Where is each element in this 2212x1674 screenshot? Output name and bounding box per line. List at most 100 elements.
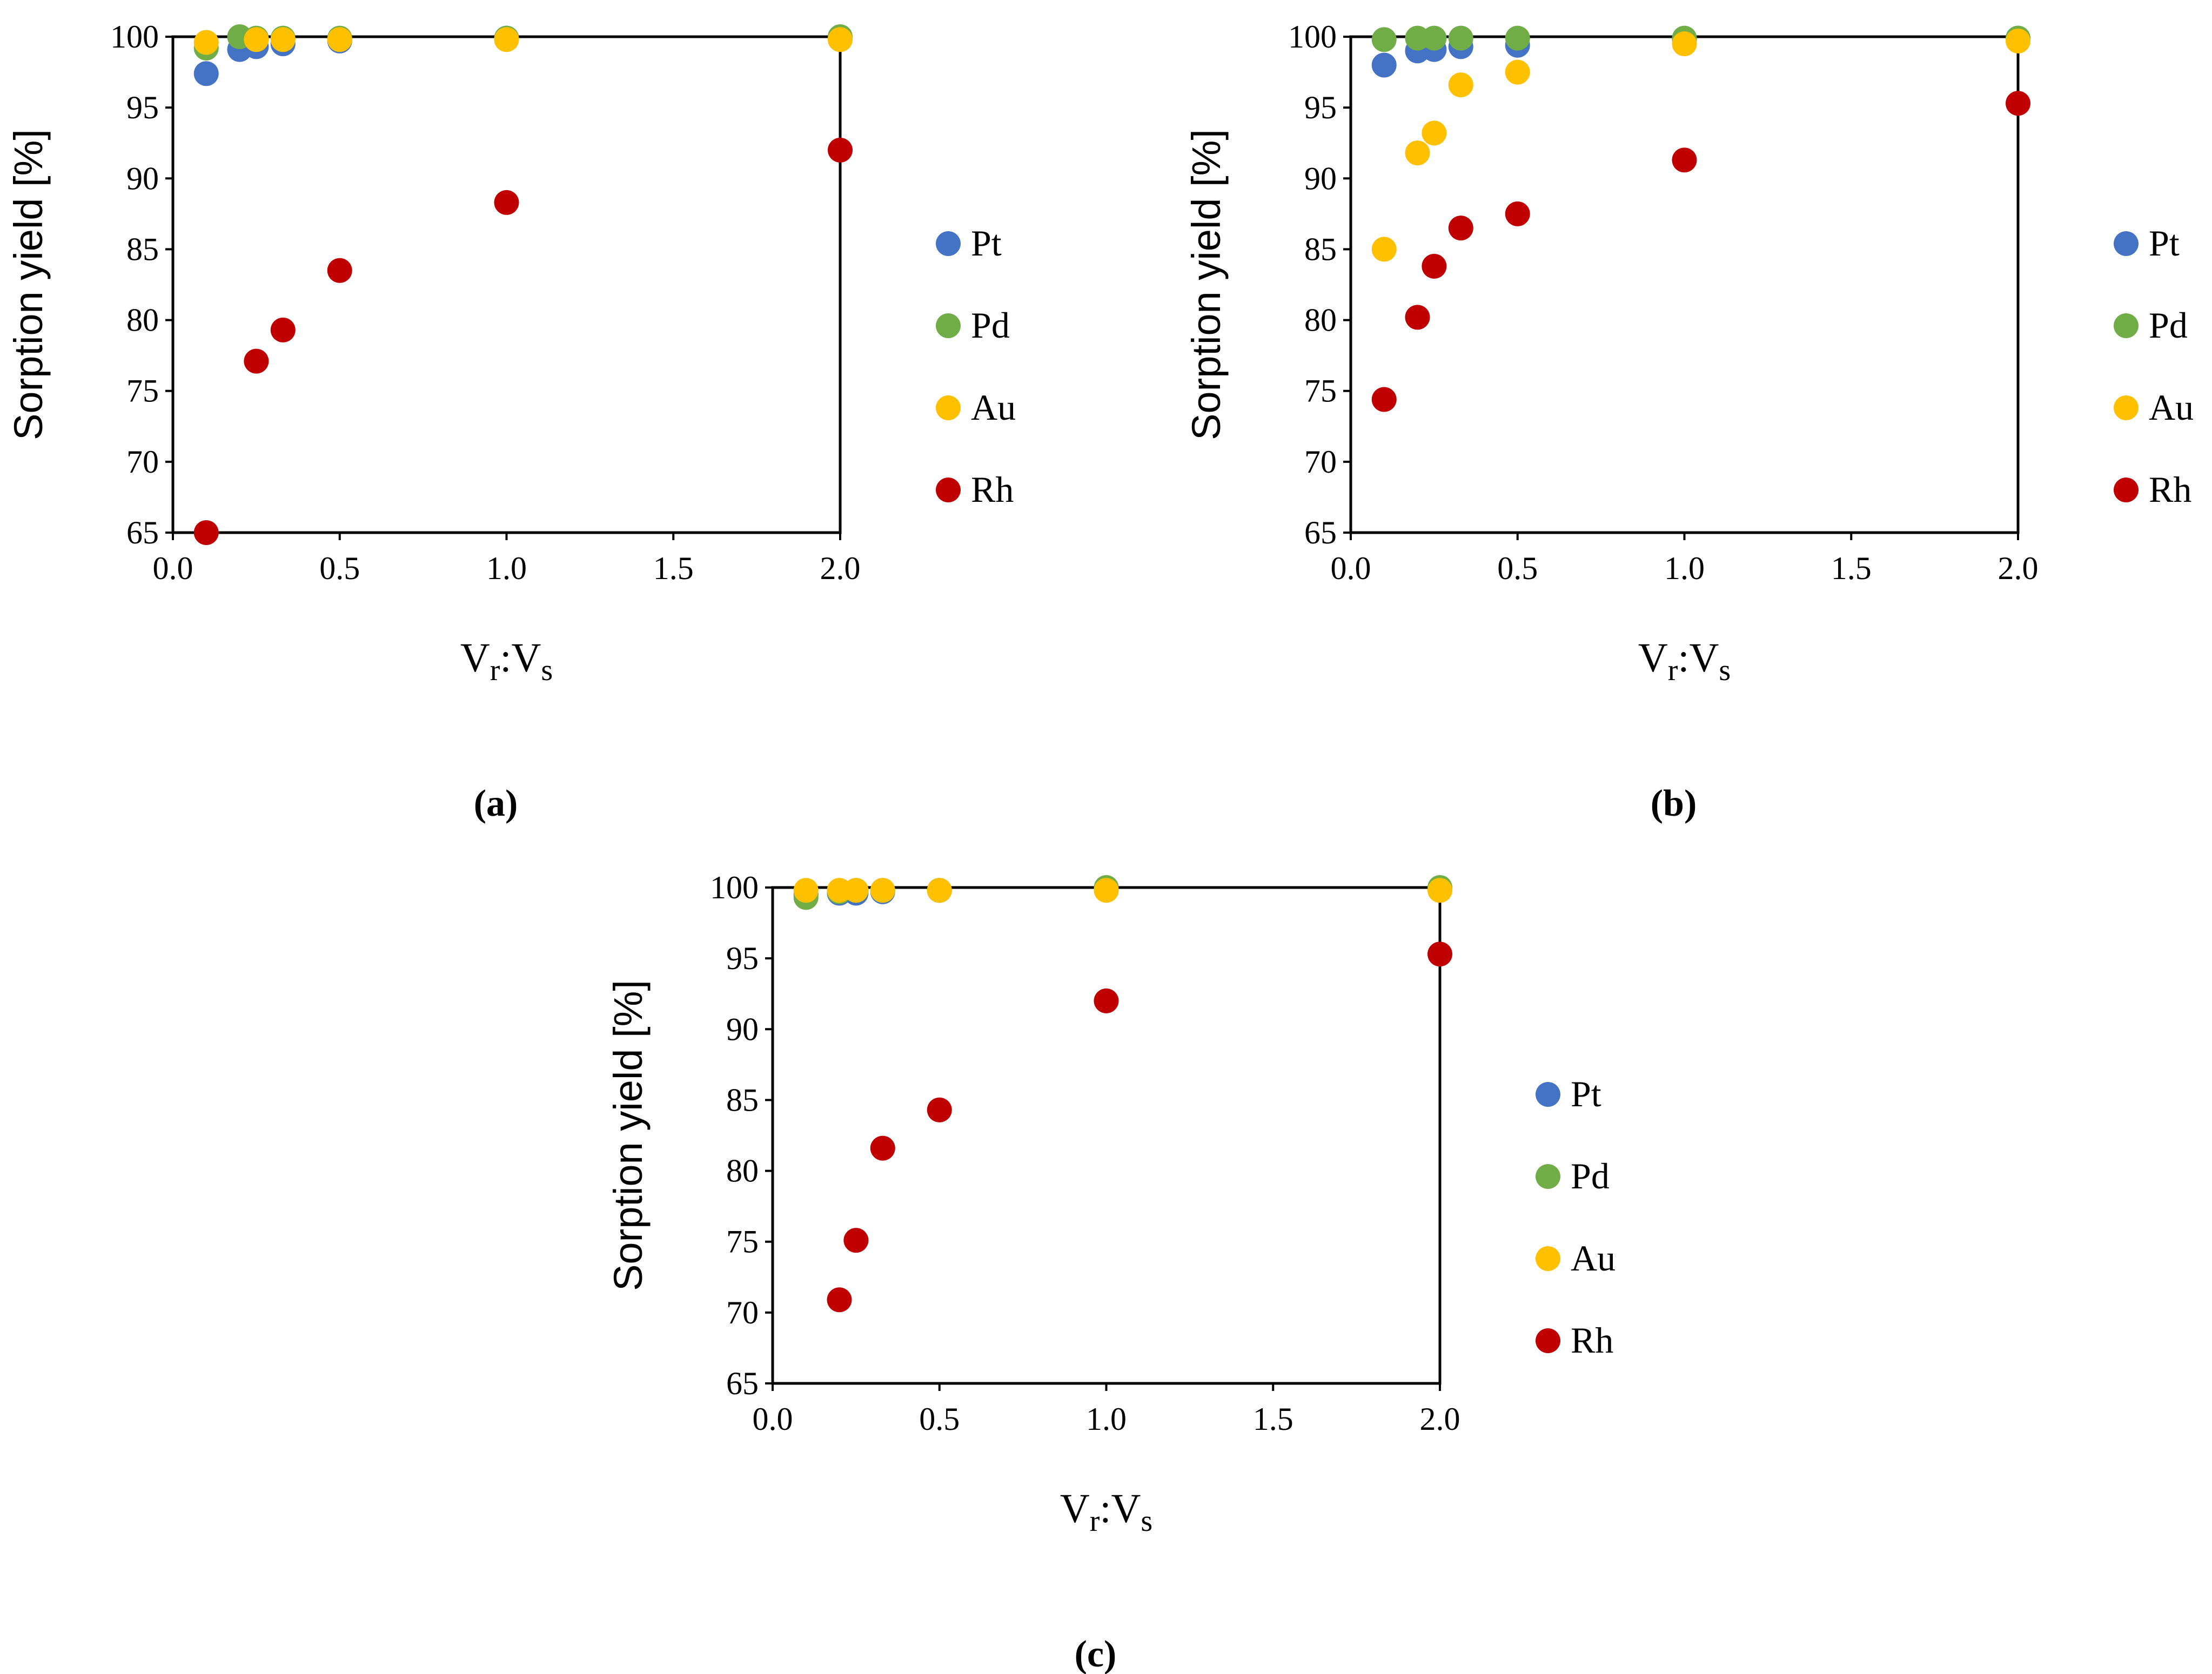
- data-point-rh: [1405, 305, 1430, 330]
- y-tick-label: 100: [1288, 19, 1337, 55]
- data-point-rh: [1672, 147, 1697, 173]
- data-point-au: [1448, 72, 1473, 98]
- legend-label-au: Au: [1571, 1238, 1616, 1279]
- y-tick-label: 90: [126, 160, 159, 196]
- y-tick-label: 85: [1304, 231, 1337, 267]
- y-tick-label: 100: [710, 870, 759, 905]
- legend-label-au: Au: [2149, 387, 2194, 428]
- chart-panel: 65 70 75 80 85 90 95 100 0.0 0.5 1.0 1.5 2.0 Sorption…: [606, 870, 1616, 1674]
- y-tick-label: 95: [126, 90, 159, 125]
- panel-label: (c): [1075, 1633, 1117, 1674]
- panel-label: (b): [1651, 783, 1697, 824]
- data-point-rh: [843, 1228, 869, 1253]
- data-point-au: [1422, 120, 1447, 146]
- legend-label-pt: Pt: [1571, 1073, 1601, 1114]
- data-point-au: [843, 878, 869, 903]
- legend-marker-rh: [2114, 478, 2139, 502]
- x-axis-title: Vr:Vs: [460, 635, 553, 687]
- data-point-rh: [1422, 253, 1447, 279]
- legend-marker-pt: [1536, 1082, 1560, 1107]
- x-tick-label: 0.0: [153, 550, 193, 586]
- x-tick-label: 0.5: [919, 1401, 960, 1437]
- chart-panel: 65 70 75 80 85 90 95 100 0.0 0.5 1.0 1.5 2.0 Sorption…: [1184, 19, 2194, 824]
- x-tick-label: 0.0: [1331, 550, 1371, 586]
- legend-label-rh: Rh: [2149, 469, 2191, 510]
- data-point-au: [327, 27, 352, 52]
- x-tick-label: 1.5: [1831, 550, 1872, 586]
- data-point-au: [1427, 878, 1452, 903]
- x-axis-title: Vr:Vs: [1060, 1486, 1152, 1538]
- legend-label-rh: Rh: [1571, 1320, 1613, 1361]
- legend-marker-au: [1536, 1246, 1560, 1271]
- data-point-rh: [927, 1097, 952, 1122]
- x-tick-label: 0.5: [319, 550, 360, 586]
- data-point-rh: [244, 348, 269, 374]
- data-point-au: [870, 878, 895, 903]
- legend-label-pd: Pd: [2149, 305, 2188, 346]
- legend-marker-pd: [2114, 313, 2139, 338]
- data-point-pt: [193, 61, 219, 86]
- y-tick-label: 65: [1304, 515, 1337, 550]
- data-point-au: [927, 878, 952, 903]
- y-tick-label: 80: [126, 302, 159, 338]
- data-point-au: [828, 27, 853, 52]
- legend-marker-pt: [936, 231, 961, 256]
- y-tick-label: 65: [126, 515, 159, 550]
- y-axis-title: Sorption yield [%]: [6, 129, 51, 440]
- x-tick-label: 1.0: [1664, 550, 1705, 586]
- y-tick-label: 85: [126, 231, 159, 267]
- y-tick-label: 100: [110, 19, 159, 55]
- legend-label-pd: Pd: [971, 305, 1010, 346]
- data-point-rh: [494, 190, 519, 215]
- data-point-au: [244, 27, 269, 52]
- x-tick-label: 0.0: [753, 1401, 793, 1437]
- data-point-au: [1405, 140, 1430, 166]
- data-point-pt: [1371, 52, 1397, 78]
- x-tick-label: 1.5: [653, 550, 694, 586]
- legend-label-au: Au: [971, 387, 1016, 428]
- data-point-au: [1371, 237, 1397, 262]
- data-point-rh: [2006, 91, 2030, 116]
- legend-marker-pd: [936, 313, 961, 338]
- data-point-rh: [327, 258, 352, 283]
- data-point-au: [193, 30, 219, 55]
- data-point-au: [2006, 28, 2030, 53]
- y-tick-label: 80: [1304, 302, 1337, 338]
- data-point-rh: [1427, 942, 1452, 967]
- x-tick-label: 2.0: [820, 550, 861, 586]
- y-tick-label: 75: [1304, 373, 1337, 409]
- plot-area: [1349, 35, 2020, 534]
- data-point-au: [1094, 878, 1119, 903]
- data-point-pd: [1422, 25, 1447, 51]
- y-tick-label: 90: [1304, 160, 1337, 196]
- legend-marker-rh: [936, 478, 961, 502]
- x-tick-label: 0.5: [1497, 550, 1538, 586]
- legend-marker-au: [936, 395, 961, 420]
- x-tick-label: 1.0: [486, 550, 527, 586]
- y-tick-label: 90: [726, 1011, 759, 1047]
- x-tick-label: 1.5: [1253, 1401, 1293, 1437]
- y-tick-label: 65: [726, 1366, 759, 1401]
- x-tick-label: 2.0: [1420, 1401, 1460, 1437]
- legend-label-pd: Pd: [1571, 1155, 1610, 1196]
- x-axis-title: Vr:Vs: [1638, 635, 1731, 687]
- y-tick-label: 95: [1304, 90, 1337, 125]
- data-point-pd: [1448, 25, 1473, 51]
- data-point-au: [270, 27, 296, 52]
- legend-label-pt: Pt: [2149, 223, 2180, 264]
- data-point-pd: [1505, 25, 1530, 51]
- legend-label-pt: Pt: [971, 223, 1002, 264]
- y-tick-label: 80: [726, 1153, 759, 1189]
- y-axis-title: Sorption yield [%]: [606, 980, 651, 1291]
- panel-label: (a): [474, 783, 518, 824]
- data-point-pd: [1371, 27, 1397, 52]
- plot-area: [171, 35, 842, 534]
- legend-marker-au: [2114, 395, 2139, 420]
- y-tick-label: 75: [726, 1224, 759, 1260]
- data-point-au: [1672, 31, 1697, 57]
- data-point-rh: [1505, 201, 1530, 226]
- y-tick-label: 70: [126, 444, 159, 480]
- x-tick-label: 1.0: [1086, 1401, 1127, 1437]
- data-point-rh: [870, 1135, 895, 1161]
